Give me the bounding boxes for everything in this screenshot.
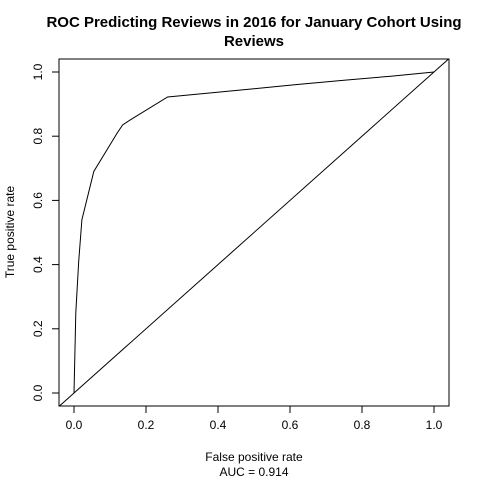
y-tick-label: 0.0	[31, 384, 45, 401]
x-tick-label: 1.0	[426, 418, 443, 432]
y-tick-label: 0.2	[31, 320, 45, 337]
x-tick-label: 0.0	[66, 418, 83, 432]
y-tick-label: 0.4	[31, 256, 45, 273]
y-axis-label: True positive rate	[3, 186, 17, 279]
x-tick-label: 0.2	[138, 418, 155, 432]
chart-title-line2: Reviews	[224, 33, 284, 50]
chart-title-line1: ROC Predicting Reviews in 2016 for Janua…	[46, 14, 461, 31]
x-tick-label: 0.4	[210, 418, 227, 432]
x-axis-label: False positive rate	[205, 450, 303, 464]
diagonal-reference-line	[59, 58, 449, 407]
auc-annotation: AUC = 0.914	[219, 465, 288, 479]
x-tick-label: 0.6	[282, 418, 299, 432]
y-tick-label: 0.6	[31, 192, 45, 209]
y-tick-label: 1.0	[31, 63, 45, 80]
y-axis: 0.0 0.2 0.4 0.6 0.8 1.0	[31, 63, 60, 401]
x-tick-label: 0.8	[354, 418, 371, 432]
x-axis: 0.0 0.2 0.4 0.6 0.8 1.0	[66, 405, 443, 432]
y-tick-label: 0.8	[31, 128, 45, 145]
roc-curve	[73, 71, 435, 394]
